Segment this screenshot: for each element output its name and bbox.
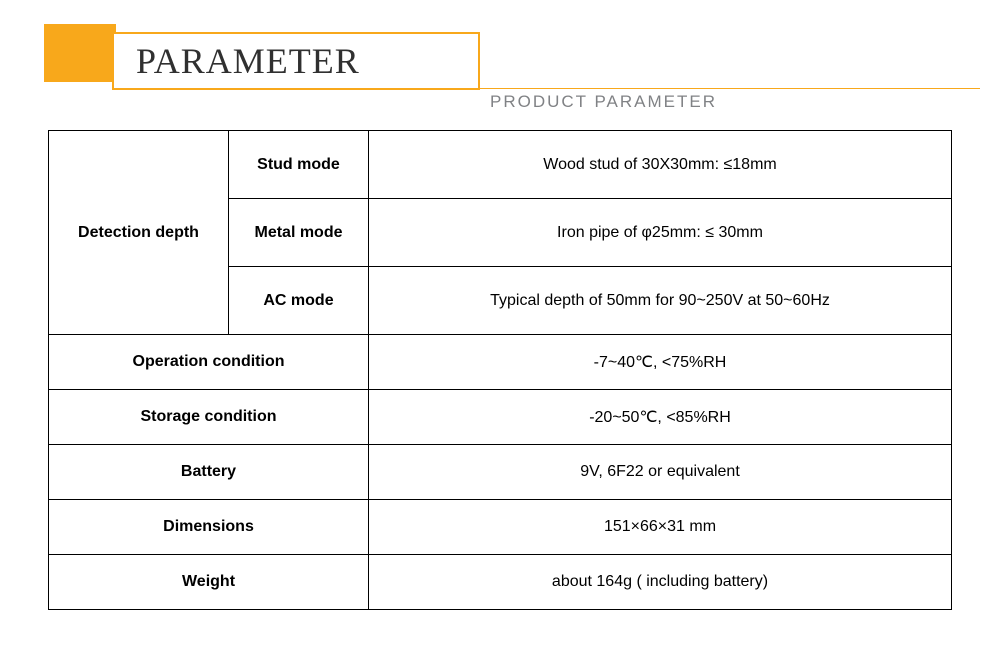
table-row: Weight about 164g ( including battery) xyxy=(49,555,952,610)
table-row: Operation condition -7~40℃, <75%RH xyxy=(49,335,952,390)
mode-value: Iron pipe of φ25mm: ≤ 30mm xyxy=(369,199,952,267)
parameter-table: Detection depth Stud mode Wood stud of 3… xyxy=(48,130,952,610)
table-row: Battery 9V, 6F22 or equivalent xyxy=(49,445,952,500)
param-label: Storage condition xyxy=(49,390,369,445)
param-value: about 164g ( including battery) xyxy=(369,555,952,610)
header: PARAMETER PRODUCT PARAMETER xyxy=(0,0,1000,110)
table-row: Storage condition -20~50℃, <85%RH xyxy=(49,390,952,445)
param-value: 9V, 6F22 or equivalent xyxy=(369,445,952,500)
detection-depth-label: Detection depth xyxy=(49,131,229,335)
mode-value: Typical depth of 50mm for 90~250V at 50~… xyxy=(369,267,952,335)
orange-accent-bar xyxy=(44,24,116,82)
mode-label: Metal mode xyxy=(229,199,369,267)
parameter-table-wrap: Detection depth Stud mode Wood stud of 3… xyxy=(0,110,1000,610)
table-row: Dimensions 151×66×31 mm xyxy=(49,500,952,555)
page-title: PARAMETER xyxy=(136,40,360,82)
header-underline xyxy=(480,88,980,89)
param-label: Weight xyxy=(49,555,369,610)
mode-label: Stud mode xyxy=(229,131,369,199)
page-subtitle: PRODUCT PARAMETER xyxy=(490,92,717,112)
param-value: -7~40℃, <75%RH xyxy=(369,335,952,390)
mode-label: AC mode xyxy=(229,267,369,335)
param-value: -20~50℃, <85%RH xyxy=(369,390,952,445)
param-label: Battery xyxy=(49,445,369,500)
mode-value: Wood stud of 30X30mm: ≤18mm xyxy=(369,131,952,199)
title-box: PARAMETER xyxy=(112,32,480,90)
param-value: 151×66×31 mm xyxy=(369,500,952,555)
param-label: Dimensions xyxy=(49,500,369,555)
table-row: Detection depth Stud mode Wood stud of 3… xyxy=(49,131,952,199)
param-label: Operation condition xyxy=(49,335,369,390)
